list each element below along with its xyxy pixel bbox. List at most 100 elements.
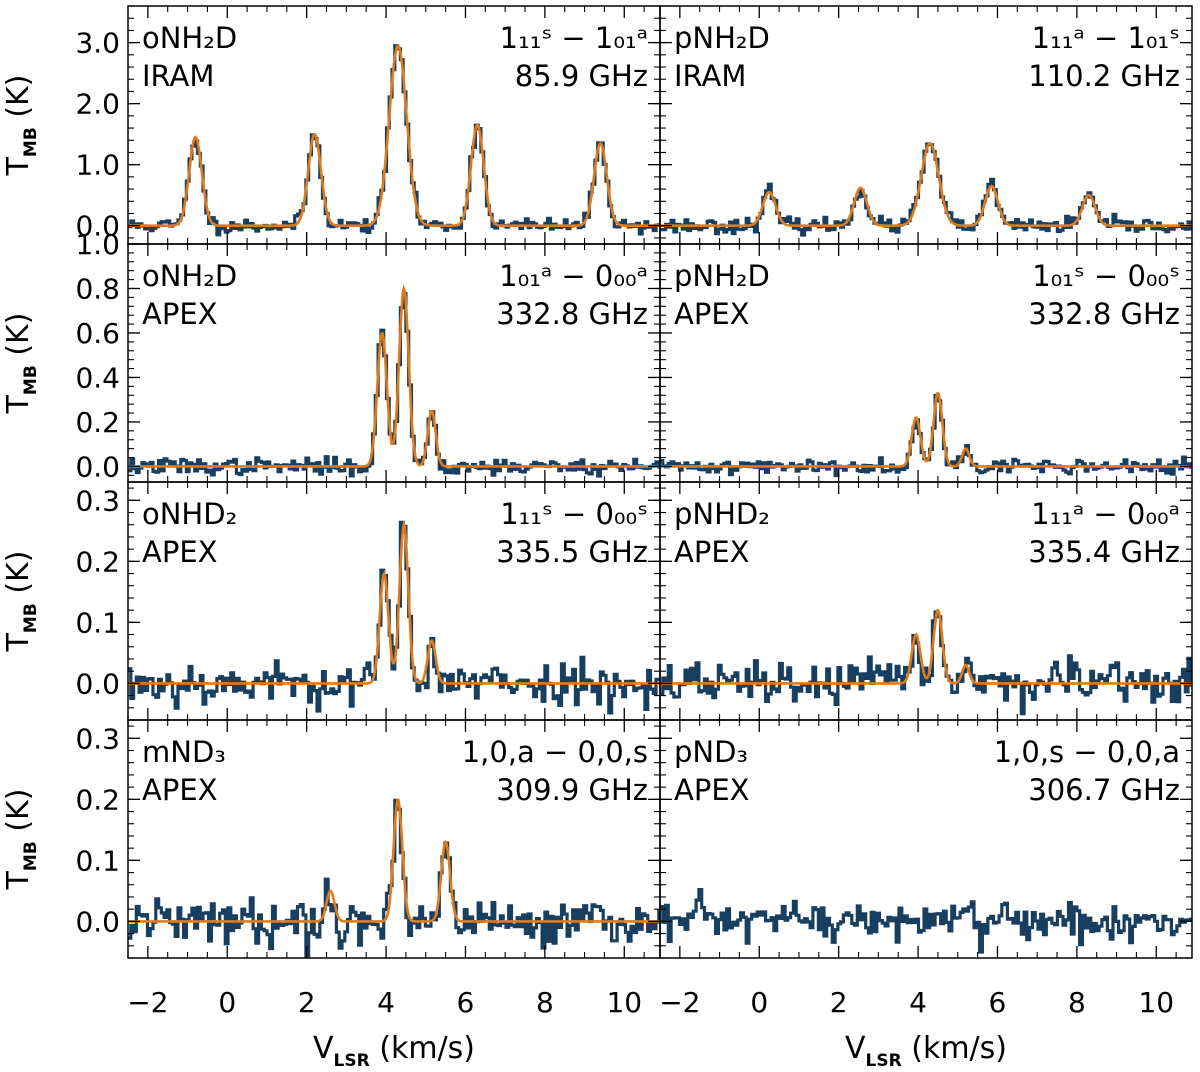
y-tick-label: 0.8: [75, 272, 120, 305]
x-tick-label: 8: [536, 986, 554, 1019]
y-tick-label: 1.0: [75, 149, 120, 182]
x-tick-label: −2: [659, 986, 700, 1019]
species-label: oNH₂D: [142, 21, 237, 55]
panel-pnh2d-iram: pNH₂D IRAM 1₁₁ᵃ − 1₀₁ˢ 110.2 GHz: [659, 5, 1193, 245]
frequency-label: 335.5 GHz: [496, 535, 648, 569]
y-axis-title: TMB (K): [1, 551, 41, 653]
telescope-label: APEX: [674, 297, 750, 331]
x-title-main: V: [845, 1031, 866, 1066]
y-tick-label: 0.2: [75, 406, 120, 439]
species-label: pND₃: [674, 735, 748, 769]
x-tick-label: −2: [127, 986, 168, 1019]
x-axis-title: VLSR (km/s): [313, 1031, 475, 1071]
x-tick-label: 6: [457, 986, 475, 1019]
y-tick-label: 0.4: [75, 361, 120, 394]
x-tick-label: 2: [830, 986, 848, 1019]
species-label: oNH₂D: [142, 259, 237, 293]
y-tick-label: 3.0: [75, 27, 120, 60]
telescope-label: IRAM: [142, 59, 214, 93]
species-label: mND₃: [142, 735, 226, 769]
fit-line: [660, 142, 1192, 227]
transition-label: 1₁₁ᵃ − 1₀₁ˢ: [1032, 21, 1180, 55]
y-title-unit: (K): [1, 551, 36, 604]
species-label: pNH₂D: [674, 21, 770, 55]
y-tick-label: 2.0: [75, 88, 120, 121]
x-title-main: V: [313, 1031, 334, 1066]
transition-label: 1,0,a − 0,0,s: [462, 735, 648, 769]
spectrum-line: [660, 393, 1193, 478]
frequency-label: 85.9 GHz: [515, 59, 648, 93]
y-title-unit: (K): [1, 789, 36, 842]
frequency-label: 309.9 GHz: [496, 773, 648, 807]
telescope-label: IRAM: [674, 59, 746, 93]
x-tick-label: 2: [298, 986, 316, 1019]
telescope-label: APEX: [142, 535, 218, 569]
y-title-unit: (K): [1, 75, 36, 128]
frequency-label: 306.7 GHz: [1028, 773, 1180, 807]
panel-onhd2-apex: 0.0 0.1 0.2 0.3 oNHD₂ APEX 1₁₁ˢ − 0₀₀ˢ 335.5 GH…: [1, 481, 661, 721]
telescope-label: APEX: [142, 297, 218, 331]
y-title-main: T: [1, 156, 36, 176]
y-tick-label: 0.0: [75, 667, 120, 700]
telescope-label: APEX: [674, 773, 750, 807]
telescope-label: APEX: [674, 535, 750, 569]
panel-pnh2d-apex: pNH₂D APEX 1₀₁ˢ − 0₀₀ˢ 332.8 GHz: [659, 243, 1193, 483]
y-axis-title: TMB (K): [1, 75, 41, 177]
fit-line: [660, 608, 1192, 685]
transition-label: 1₀₁ˢ − 0₀₀ˢ: [1032, 259, 1180, 293]
x-title-sub: LSR: [866, 1051, 902, 1071]
y-tick-label: 0.0: [75, 905, 120, 938]
species-label: oNHD₂: [142, 497, 237, 531]
transition-label: 1₁₁ˢ − 1₀₁ᵃ: [500, 21, 648, 55]
x-title-sub: LSR: [334, 1051, 370, 1071]
species-label: pNH₂D: [674, 259, 770, 293]
spectrum-line: [660, 610, 1193, 716]
y-axis-title: TMB (K): [1, 789, 41, 891]
x-tick-label: 0: [218, 986, 236, 1019]
y-tick-label: 0.3: [75, 722, 120, 755]
frequency-label: 110.2 GHz: [1028, 59, 1180, 93]
y-title-main: T: [1, 870, 36, 890]
x-tick-label: 6: [989, 986, 1007, 1019]
x-tick-label: 8: [1068, 986, 1086, 1019]
y-tick-label: 0.2: [75, 545, 120, 578]
panel-mnd3-apex: 0.0 0.1 0.2 0.3 mND₃ APEX 1,0,a − 0,0,s 309.9 G…: [1, 719, 661, 1071]
y-tick-label: 0.1: [75, 606, 120, 639]
spectrum-line: [660, 888, 1193, 954]
panel-pnhd2-apex: pNHD₂ APEX 1₁₁ᵃ − 0₀₀ᵃ 335.4 GHz: [659, 481, 1193, 721]
y-title-sub: MB: [21, 841, 41, 871]
y-tick-label: 0.1: [75, 844, 120, 877]
y-title-sub: MB: [21, 365, 41, 395]
y-title-main: T: [1, 394, 36, 414]
transition-label: 1₁₁ˢ − 0₀₀ˢ: [500, 497, 648, 531]
panel-pnd3-apex: pND₃ APEX 1,0,s − 0,0,a 306.7 GHz −2 0 2 4 6 8 10 V…: [659, 719, 1193, 1071]
x-axis-title: VLSR (km/s): [845, 1031, 1007, 1071]
y-axis-title: TMB (K): [1, 313, 41, 415]
spectrum-line: [660, 142, 1193, 237]
y-title-main: T: [1, 632, 36, 652]
fit-line: [128, 798, 660, 923]
y-title-sub: MB: [21, 127, 41, 157]
x-tick-label: 4: [377, 986, 395, 1019]
x-tick-label: 10: [606, 986, 642, 1019]
transition-label: 1₁₁ᵃ − 0₀₀ᵃ: [1031, 497, 1180, 531]
panel-frame: [659, 719, 1193, 959]
x-tick-label: 0: [750, 986, 768, 1019]
x-title-unit: (km/s): [902, 1031, 1007, 1066]
fit-line: [660, 391, 1192, 468]
x-title-unit: (km/s): [370, 1031, 475, 1066]
transition-label: 1₀₁ᵃ − 0₀₀ᵃ: [499, 259, 648, 293]
species-label: pNHD₂: [674, 497, 770, 531]
panel-onh2d-iram: 0.0 1.0 2.0 3.0 oNH₂D IRAM 1₁₁ˢ − 1₀₁ᵃ 85.9 GHz…: [1, 5, 661, 245]
x-tick-label: 4: [909, 986, 927, 1019]
fit-line: [128, 284, 660, 468]
frequency-label: 335.4 GHz: [1028, 535, 1180, 569]
transition-label: 1,0,s − 0,0,a: [994, 735, 1180, 769]
fit-line: [128, 520, 660, 685]
fit-line: [128, 44, 660, 227]
frequency-label: 332.8 GHz: [496, 297, 648, 331]
panel-onh2d-apex: 0.0 0.2 0.4 0.6 0.8 1.0 oNH₂D APEX 1₀₁ᵃ − 0₀₀ᵃ 33…: [1, 228, 661, 483]
y-tick-label: 0.6: [75, 317, 120, 350]
y-tick-label: 0.0: [75, 450, 120, 483]
